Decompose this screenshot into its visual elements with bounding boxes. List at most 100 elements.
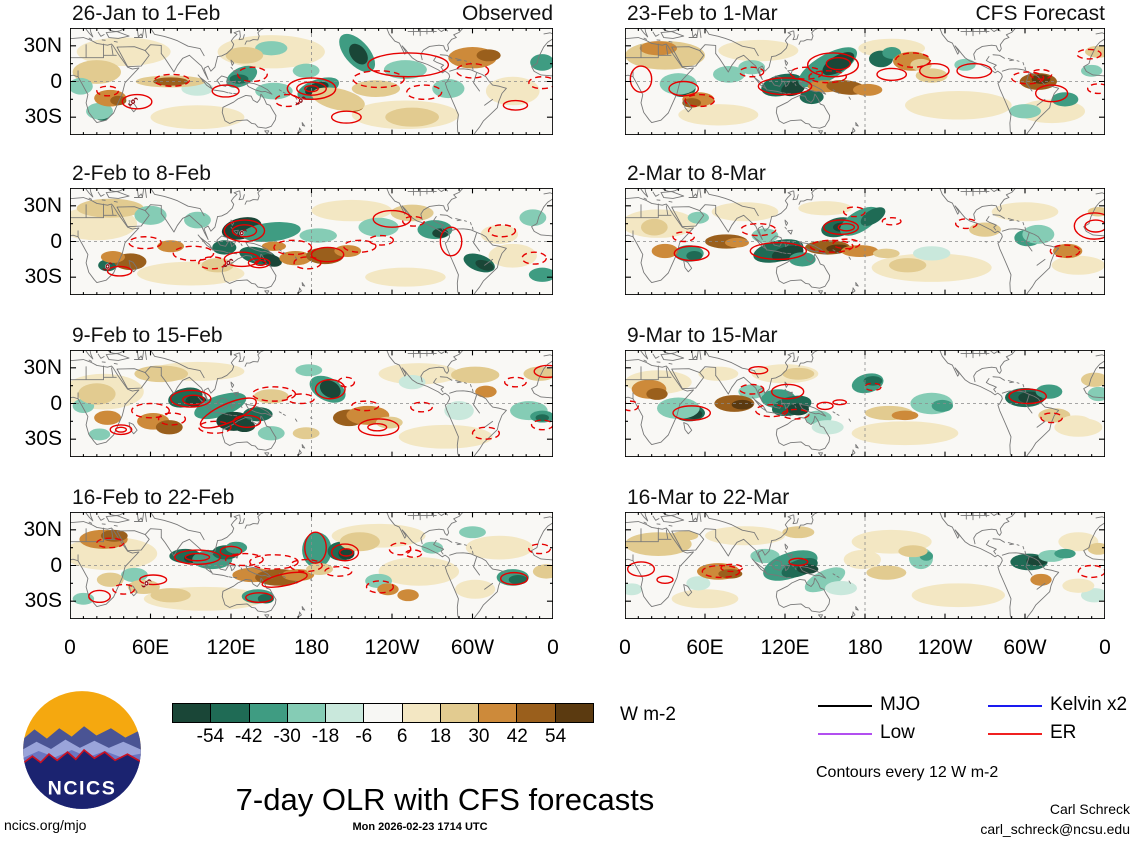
x-axis-label: 0 <box>64 636 76 659</box>
x-axis-label: 0 <box>1099 636 1111 659</box>
tick-marks <box>625 350 1105 457</box>
map-panel <box>625 512 1105 619</box>
ncics-logo: NCICS <box>20 688 144 812</box>
wave-contours <box>110 365 553 439</box>
map-panel <box>70 28 553 135</box>
x-axis-label: 60E <box>131 636 170 659</box>
tick-marks <box>625 512 1105 619</box>
legend-line-kelvin-x2 <box>988 705 1042 707</box>
anomaly-shading <box>625 526 1105 609</box>
y-axis-label: 30S <box>24 265 62 289</box>
gridlines <box>70 512 553 619</box>
y-axis-label: 0 <box>50 553 62 577</box>
panel-title: 9-Feb to 15-Feb <box>72 324 223 347</box>
map-canvas <box>625 512 1105 619</box>
panel-title: 2-Feb to 8-Feb <box>72 162 211 185</box>
panel-title: 9-Mar to 15-Mar <box>627 324 778 347</box>
colorbar-tick-label: 42 <box>506 726 528 747</box>
colorbar-tick-label: 30 <box>468 726 490 747</box>
colorbar-bar <box>172 703 594 723</box>
panel-title: 16-Mar to 22-Mar <box>627 486 790 509</box>
site-link: ncics.org/mjo <box>4 817 87 833</box>
colorbar-cell <box>402 704 441 722</box>
wave-contours <box>97 53 553 123</box>
colorbar-cell <box>173 704 212 722</box>
y-axis-label: 0 <box>50 229 62 253</box>
y-axis-label: 0 <box>50 69 62 93</box>
legend-line-low <box>818 733 872 735</box>
gridlines <box>70 188 553 295</box>
y-axis-label: 30N <box>23 517 62 541</box>
map-canvas <box>625 188 1105 295</box>
ncics-logo-image: NCICS <box>23 691 141 809</box>
wave-contours <box>628 558 1105 583</box>
y-axis-label: 30S <box>24 427 62 451</box>
map-canvas <box>625 350 1105 457</box>
panel-corner-label: CFS Forecast <box>975 2 1105 25</box>
y-axis-label: 30S <box>24 589 62 613</box>
panel-title: 2-Mar to 8-Mar <box>627 162 766 185</box>
map-canvas <box>70 28 553 135</box>
map-panel <box>625 28 1105 135</box>
x-axis-label: 0 <box>547 636 559 659</box>
gridlines <box>625 512 1105 619</box>
gridlines <box>625 28 1105 135</box>
map-canvas <box>70 350 553 457</box>
y-axis-label: 30S <box>24 105 62 129</box>
gridlines <box>625 350 1105 457</box>
colorbar-cell <box>211 704 250 722</box>
colorbar-cell <box>555 704 593 722</box>
wave-contours <box>89 532 551 602</box>
x-axis-label: 60W <box>1003 636 1047 659</box>
wave-contours <box>625 367 1062 423</box>
anomaly-shading <box>70 33 553 130</box>
author-name: Carl Schreck <box>1049 801 1130 817</box>
colorbar-tick-label: 6 <box>396 726 408 747</box>
colorbar-tick-label: 54 <box>545 726 567 747</box>
gridlines <box>625 188 1105 295</box>
x-axis-label: 180 <box>293 636 330 659</box>
colorbar-cell <box>479 704 518 722</box>
colorbar-cell <box>440 704 480 722</box>
contour-note: Contours every 12 W m-2 <box>816 764 999 781</box>
timestamp: Mon 2026-02-23 1714 UTC <box>352 821 488 833</box>
tick-marks <box>70 28 553 135</box>
legend-line-er <box>988 733 1042 735</box>
map-panel <box>625 188 1105 295</box>
legend-line-mjo <box>818 705 872 707</box>
x-axis-label: 120E <box>760 636 810 659</box>
x-axis-label: 120W <box>364 636 420 659</box>
x-axis-label: 120E <box>206 636 256 659</box>
tick-marks <box>70 350 553 457</box>
map-canvas <box>70 188 553 295</box>
figure-title: 7-day OLR with CFS forecasts <box>235 782 655 817</box>
colorbar-cell <box>364 704 403 722</box>
map-panel <box>625 350 1105 457</box>
legend-label: Low <box>880 722 915 743</box>
colorbar-tick-label: -18 <box>311 726 340 747</box>
author-email: carl_schreck@ncsu.edu <box>980 821 1130 837</box>
logo-text: NCICS <box>48 777 117 799</box>
colorbar-tick-label: -30 <box>273 726 301 747</box>
y-axis-label: 30N <box>23 355 62 379</box>
x-axis-label: 120W <box>917 636 973 659</box>
wave-contours <box>630 49 1105 106</box>
x-axis-label: 0 <box>619 636 631 659</box>
wave-contours <box>673 207 1105 261</box>
colorbar-tick-label: -42 <box>234 726 263 747</box>
legend-label: MJO <box>880 694 921 715</box>
colorbar-cell <box>517 704 556 722</box>
map-panel <box>70 350 553 457</box>
map-canvas <box>70 512 553 619</box>
tick-marks <box>70 512 553 619</box>
colorbar-cell <box>249 704 288 722</box>
panel-corner-label: Observed <box>461 2 553 25</box>
colorbar-units: W m-2 <box>620 704 676 725</box>
panel-title: 26-Jan to 1-Feb <box>72 2 221 25</box>
wave-contours <box>108 211 547 276</box>
tick-marks <box>625 188 1105 295</box>
x-axis-label: 60W <box>450 636 495 659</box>
y-axis-label: 30N <box>23 193 62 217</box>
legend-label: Kelvin x2 <box>1050 694 1128 715</box>
